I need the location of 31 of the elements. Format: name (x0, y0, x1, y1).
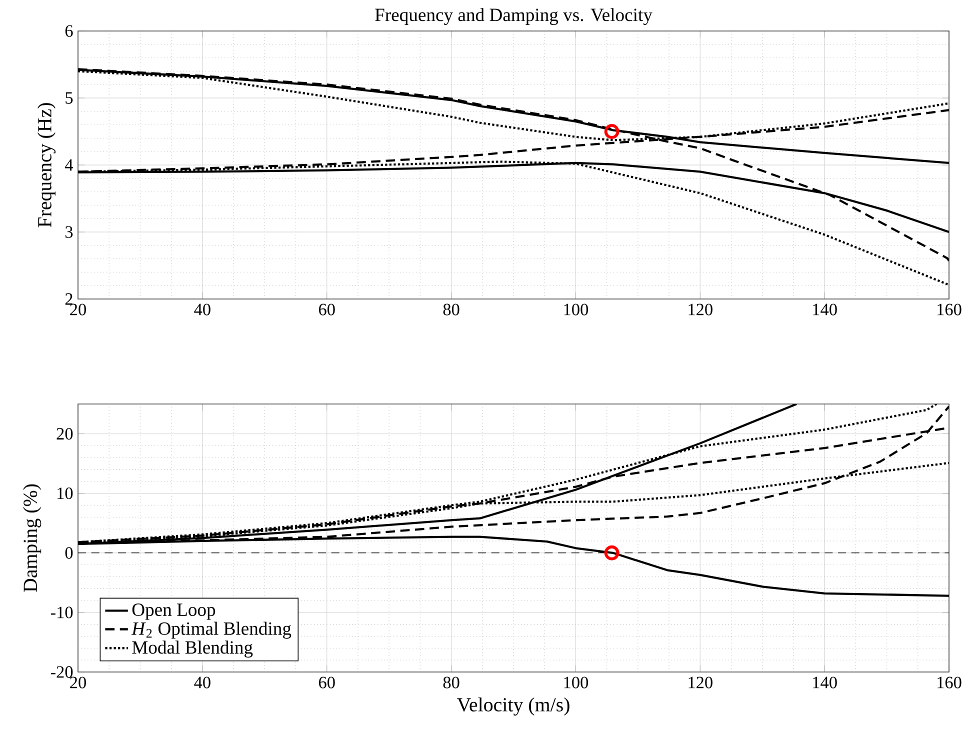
y-tick-label: 10 (58, 488, 73, 500)
chart-title: Frequency and Damping vs. Velocity (375, 8, 652, 26)
y-tick-label: 2 (65, 293, 72, 305)
y-tick-label: 5 (66, 92, 73, 104)
x-tick-label: 100 (564, 304, 588, 316)
x-tick-label: 80 (443, 676, 460, 688)
y-tick-label: 6 (65, 25, 73, 37)
x-tick-label: 160 (938, 304, 962, 316)
y-axis-title: Frequency (Hz) (37, 103, 56, 228)
legend-label: H$_{2}$ Optimal Blending (131, 622, 292, 639)
x-tick-label: 100 (564, 676, 588, 688)
y-tick-label: 20 (56, 428, 73, 440)
x-tick-label: 140 (813, 304, 837, 316)
y-tick-label: 3 (66, 226, 73, 238)
y-tick-label: 4 (65, 159, 74, 171)
legend-label: Modal Blending (132, 640, 253, 658)
x-tick-label: 80 (443, 304, 460, 316)
legend-label: Open Loop (132, 604, 216, 620)
x-tick-label: 160 (938, 676, 962, 688)
x-tick-label: 60 (318, 676, 335, 688)
x-tick-label: 40 (194, 304, 210, 316)
y-tick-label: -10 (50, 606, 73, 618)
x-tick-label: 120 (688, 676, 712, 688)
x-tick-label: 140 (813, 676, 837, 688)
x-axis-title: Velocity (m/s) (457, 697, 570, 716)
y-axis-title: Damping (%) (23, 484, 42, 592)
x-tick-label: 40 (194, 676, 210, 688)
x-tick-label: 120 (688, 304, 712, 316)
x-tick-label: 60 (318, 304, 335, 316)
y-tick-label: 0 (65, 547, 73, 559)
y-tick-label: -20 (50, 666, 73, 678)
